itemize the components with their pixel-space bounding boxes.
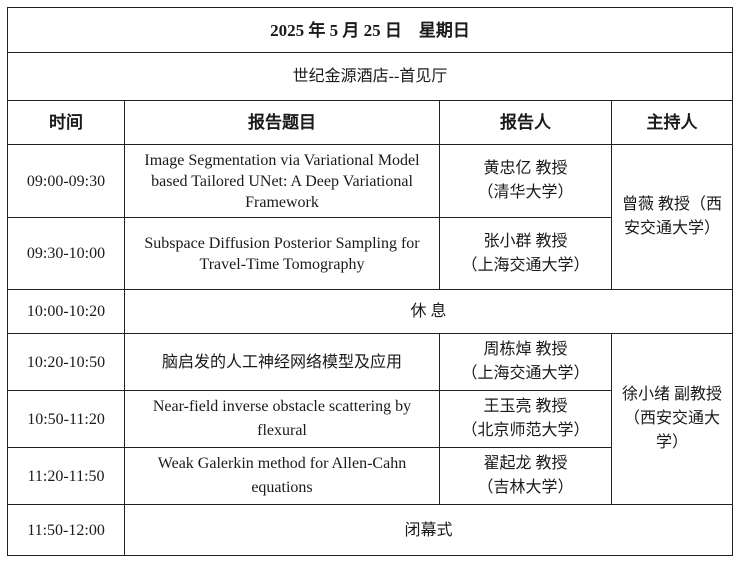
table-row: 10:20-10:50 脑启发的人工神经网络模型及应用 周栋焯 教授 （上海交通大… <box>7 333 733 505</box>
title: Weak Galerkin method for Allen-Cahn equa… <box>124 447 440 505</box>
schedule-table: 2025 年 5 月 25 日 星期日 世纪金源酒店--首见厅 时间 报告题目 … <box>7 7 733 556</box>
col-title: 报告题目 <box>124 100 440 145</box>
table-row: 10:50-11:20 Near-field inverse obstacle … <box>7 390 733 448</box>
time: 11:50-12:00 <box>7 504 125 556</box>
time: 11:20-11:50 <box>7 447 125 505</box>
closing-row: 11:50-12:00 闭幕式 <box>7 504 733 556</box>
time: 10:00-10:20 <box>7 289 125 334</box>
title: Subspace Diffusion Posterior Sampling fo… <box>124 217 440 290</box>
speaker: 翟起龙 教授 （吉林大学） <box>439 447 612 505</box>
time: 10:50-11:20 <box>7 390 125 448</box>
speaker: 张小群 教授 （上海交通大学） <box>439 217 612 290</box>
speaker: 周栋焯 教授 （上海交通大学） <box>439 333 612 391</box>
col-speaker: 报告人 <box>439 100 612 145</box>
col-time: 时间 <box>7 100 125 145</box>
host: 徐小绪 副教授（西安交通大学） <box>611 333 733 505</box>
title: 脑启发的人工神经网络模型及应用 <box>124 333 440 391</box>
col-host: 主持人 <box>611 100 733 145</box>
title: Near-field inverse obstacle scattering b… <box>124 390 440 448</box>
speaker: 王玉亮 教授 （北京师范大学） <box>439 390 612 448</box>
column-headers: 时间 报告题目 报告人 主持人 <box>7 100 733 145</box>
host: 曾薇 教授（西安交通大学） <box>611 144 733 290</box>
break-row: 10:00-10:20 休 息 <box>7 289 733 334</box>
table-row: 09:30-10:00 Subspace Diffusion Posterior… <box>7 217 733 290</box>
time: 10:20-10:50 <box>7 333 125 391</box>
date-header: 2025 年 5 月 25 日 星期日 <box>7 7 733 53</box>
table-row: 09:00-09:30 Image Segmentation via Varia… <box>7 144 733 290</box>
venue-header: 世纪金源酒店--首见厅 <box>7 52 733 101</box>
table-row: 11:20-11:50 Weak Galerkin method for All… <box>7 447 733 505</box>
time: 09:00-09:30 <box>7 144 125 218</box>
title: Image Segmentation via Variational Model… <box>124 144 440 218</box>
speaker: 黄忠亿 教授 （清华大学） <box>439 144 612 218</box>
time: 09:30-10:00 <box>7 217 125 290</box>
closing-label: 闭幕式 <box>124 504 733 556</box>
break-label: 休 息 <box>124 289 733 334</box>
